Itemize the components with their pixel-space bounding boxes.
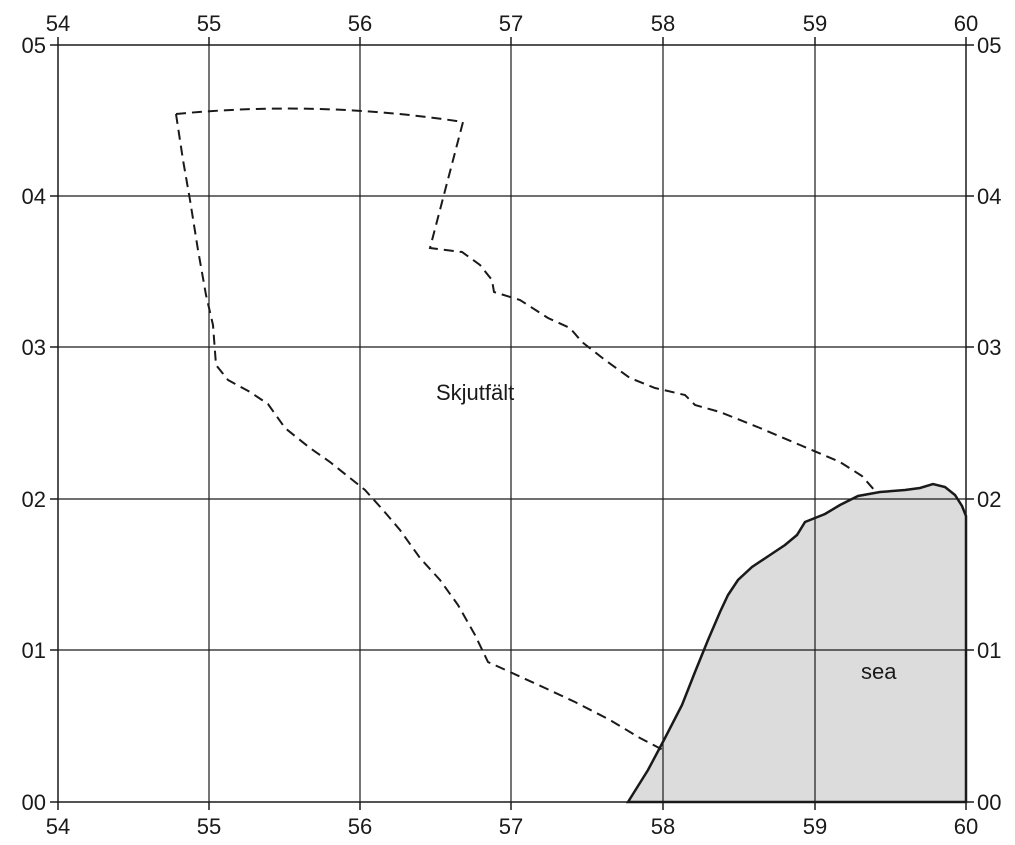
x-tick-top-60: 60: [954, 11, 978, 36]
sea-label: sea: [861, 659, 897, 684]
firing-range-boundary-south: [175, 113, 664, 751]
y-tick-left-02: 02: [22, 487, 46, 512]
x-tick-bottom-55: 55: [197, 814, 221, 839]
x-tick-bottom-60: 60: [954, 814, 978, 839]
sea-area: [625, 482, 968, 804]
x-tick-top-58: 58: [651, 11, 675, 36]
y-tick-right-05: 05: [977, 33, 1001, 58]
y-tick-left-00: 00: [22, 790, 46, 815]
x-tick-bottom-57: 57: [499, 814, 523, 839]
x-tick-top-54: 54: [46, 11, 70, 36]
x-tick-top-56: 56: [348, 11, 372, 36]
x-tick-bottom-54: 54: [46, 814, 70, 839]
y-tick-left-03: 03: [22, 335, 46, 360]
y-tick-right-04: 04: [977, 184, 1001, 209]
x-tick-bottom-56: 56: [348, 814, 372, 839]
y-tick-left-01: 01: [22, 638, 46, 663]
x-tick-bottom-59: 59: [803, 814, 827, 839]
y-tick-right-01: 01: [977, 638, 1001, 663]
y-tick-left-04: 04: [22, 184, 46, 209]
x-tick-top-59: 59: [803, 11, 827, 36]
x-tick-top-57: 57: [499, 11, 523, 36]
y-tick-right-00: 00: [977, 790, 1001, 815]
map-frame: [57, 44, 967, 803]
firing-range-boundary: [175, 107, 877, 493]
x-tick-top-55: 55: [197, 11, 221, 36]
firing-range-label: Skjutfält: [436, 380, 514, 405]
y-tick-right-02: 02: [977, 487, 1001, 512]
y-tick-left-05: 05: [22, 33, 46, 58]
y-tick-right-03: 03: [977, 335, 1001, 360]
tick-marks: [50, 37, 974, 810]
x-tick-bottom-58: 58: [651, 814, 675, 839]
grid-lines: [58, 45, 966, 802]
